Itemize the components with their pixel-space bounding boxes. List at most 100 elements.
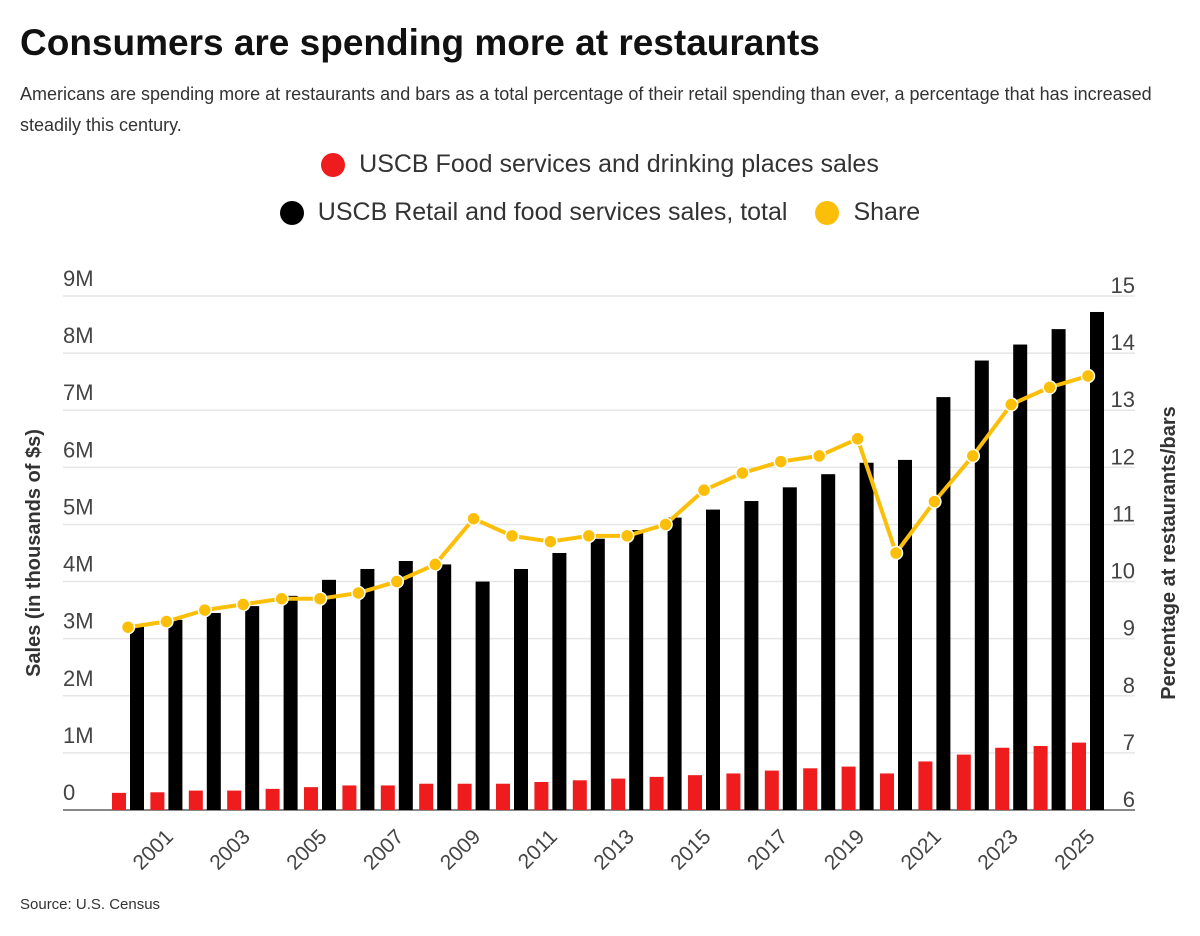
y-tick-label-left: 0 <box>63 780 75 805</box>
y-tick-label-right: 7 <box>1123 730 1135 755</box>
x-tick-label: 2023 <box>973 825 1022 874</box>
x-tick-label: 2025 <box>1050 825 1099 874</box>
bar-retail-total <box>1013 344 1028 810</box>
legend-item-retail-total[interactable]: USCB Retail and food services sales, tot… <box>279 198 788 227</box>
bar-food-services <box>918 761 933 810</box>
share-point <box>120 619 136 635</box>
x-tick-label: 2005 <box>282 825 331 874</box>
share-point <box>696 482 712 498</box>
y-tick-label-left: 9M <box>63 266 94 291</box>
bar-retail-total <box>130 624 144 810</box>
bar-food-services <box>419 783 434 810</box>
x-tick-label: 2013 <box>589 825 638 874</box>
bar-retail-total <box>206 612 221 810</box>
legend-row-2: USCB Retail and food services sales, tot… <box>0 198 1200 227</box>
y-tick-label-right: 14 <box>1111 330 1135 355</box>
bar-food-services <box>1033 746 1048 810</box>
y-axis-title-left: Sales (in thousands of $s) <box>23 429 45 677</box>
share-point <box>389 574 405 589</box>
x-tick-label: 2021 <box>897 825 946 874</box>
bar-retail-total <box>1090 311 1104 810</box>
share-point <box>927 494 942 509</box>
share-point <box>888 545 904 561</box>
x-tick-label: 2003 <box>205 825 254 874</box>
bar-food-services <box>803 768 818 810</box>
bar-food-services <box>572 780 587 810</box>
share-point <box>581 528 597 544</box>
y-tick-label-right: 11 <box>1112 501 1135 526</box>
legend-yellow-dot-icon <box>815 200 840 225</box>
bar-retail-total <box>168 619 183 810</box>
legend-item-food-services[interactable]: USCB Food services and drinking places s… <box>321 150 879 179</box>
x-tick-label: 2011 <box>514 825 562 873</box>
bar-retail-total <box>936 397 951 810</box>
legend-item-share[interactable]: Share <box>815 198 920 227</box>
bar-food-services <box>956 754 971 810</box>
bar-food-services <box>380 785 395 810</box>
bar-food-services <box>304 787 318 810</box>
bar-retail-total <box>552 553 567 810</box>
share-point <box>504 528 520 544</box>
bar-retail-total <box>322 579 336 810</box>
legend-label: USCB Retail and food services sales, tot… <box>317 198 788 226</box>
share-point <box>427 557 443 572</box>
bar-food-services <box>1072 742 1086 810</box>
bar-retail-total <box>859 462 874 810</box>
share-point <box>658 517 673 532</box>
bar-food-services <box>342 785 357 810</box>
y-tick-label-right: 9 <box>1123 616 1135 641</box>
share-point <box>619 528 635 544</box>
share-point <box>543 534 558 549</box>
bar-retail-total <box>437 564 452 810</box>
chart-title: Consumers are spending more at restauran… <box>20 22 820 63</box>
bar-food-services <box>457 783 472 810</box>
bar-retail-total <box>667 517 682 810</box>
bar-food-services <box>764 770 779 810</box>
bar-food-services <box>726 773 741 810</box>
bar-food-services <box>496 783 510 810</box>
y-tick-label-right: 8 <box>1123 673 1135 698</box>
bar-retail-total <box>629 530 644 810</box>
bar-food-services <box>611 778 626 810</box>
y-tick-label-left: 5M <box>63 494 94 519</box>
legend-red-dot-icon <box>321 152 346 177</box>
y-axis-title-right: Percentage at restaurants/bars <box>1158 406 1180 699</box>
share-point <box>351 585 366 601</box>
y-tick-label-left: 1M <box>63 723 94 748</box>
x-tick-label: 2007 <box>359 825 408 874</box>
y-tick-label-right: 10 <box>1111 559 1135 584</box>
share-point <box>235 597 251 612</box>
bar-food-services <box>188 790 203 810</box>
share-point <box>159 614 174 629</box>
bar-food-services <box>227 790 242 810</box>
bar-retail-total <box>821 474 836 810</box>
bar-retail-total <box>283 595 298 810</box>
share-point <box>1080 368 1096 384</box>
bar-retail-total <box>245 606 260 810</box>
bar-food-services <box>688 775 702 810</box>
y-tick-label-left: 4M <box>63 552 94 577</box>
share-point <box>197 602 213 618</box>
bar-retail-total <box>360 568 375 810</box>
share-point <box>735 465 750 481</box>
bar-retail-total <box>514 568 528 810</box>
share-point <box>274 591 289 606</box>
bar-food-services <box>995 747 1010 810</box>
share-point <box>1003 397 1019 412</box>
legend-black-dot-icon <box>279 200 304 225</box>
share-point <box>965 448 981 464</box>
y-tick-label-right: 15 <box>1111 273 1135 298</box>
source-note: Source: U.S. Census <box>20 896 161 913</box>
bar-food-services <box>150 792 165 810</box>
bar-retail-total <box>590 538 605 810</box>
share-point <box>811 448 827 464</box>
bar-retail-total <box>744 501 759 810</box>
bar-retail-total <box>782 487 797 810</box>
share-point <box>466 511 481 526</box>
bar-food-services <box>112 792 126 810</box>
share-point <box>1042 380 1057 395</box>
bar-retail-total <box>898 459 912 810</box>
legend-row-1: USCB Food services and drinking places s… <box>0 150 1200 179</box>
y-tick-label-left: 7M <box>63 380 94 405</box>
